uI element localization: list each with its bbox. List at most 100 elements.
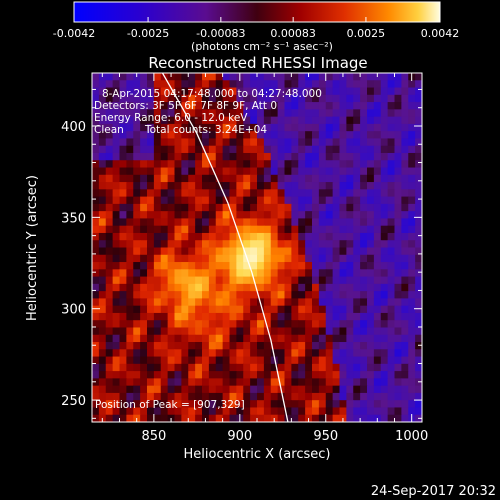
heatmap-cell [202,196,210,205]
heatmap-cell [373,378,382,387]
heatmap-cell [174,327,182,336]
heatmap-cell [291,342,299,350]
heatmap-cell [92,160,100,169]
heatmap-cell [367,392,375,401]
heatmap-cell [263,320,272,329]
heatmap-cell [360,174,368,183]
heatmap-cell [394,342,402,350]
heatmap-cell [318,414,327,422]
heatmap-cell [188,152,196,161]
heatmap-cell [174,94,182,103]
heatmap-cell [353,247,361,256]
heatmap-cell [291,123,299,132]
heatmap-cell [367,414,375,422]
heatmap-cell [92,218,100,227]
heatmap-cell [92,254,100,263]
heatmap-cell [133,182,141,190]
heatmap-cell [401,247,409,256]
heatmap-cell [270,211,279,220]
heatmap-cell [401,371,409,379]
heatmap-cell [415,225,422,234]
heatmap-cell [188,414,196,422]
heatmap-cell [353,349,361,358]
heatmap-cell [133,211,141,220]
heatmap-cell [229,371,237,379]
heatmap-cell [153,269,162,278]
heatmap-cell [222,392,231,401]
heatmap-cell [277,232,286,241]
heatmap-cell [270,232,279,241]
heatmap-cell [332,400,341,409]
heatmap-cell [263,378,272,387]
heatmap-cell [112,327,121,336]
heatmap-cell [167,400,176,409]
heatmap-cell [325,291,334,299]
heatmap-cell [387,363,396,372]
heatmap-cell [270,298,279,307]
heatmap-cell [119,123,127,132]
heatmap-cell [243,174,251,183]
heatmap-cell [119,262,127,270]
heatmap-cell [415,378,422,387]
heatmap-cell [325,152,334,161]
heatmap-cell [215,269,224,278]
heatmap-cell [298,254,306,263]
heatmap-cell [298,400,306,409]
heatmap-cell [202,131,210,140]
heatmap-cell [284,363,292,372]
heatmap-cell [98,378,107,387]
heatmap-cell [195,334,203,343]
heatmap-cell [181,276,189,285]
heatmap-cell [353,218,361,227]
heatmap-cell [332,262,341,270]
heatmap-cell [284,283,292,292]
heatmap-cell [373,218,382,227]
heatmap-cell [373,145,382,154]
heatmap-cell [346,167,354,176]
heatmap-cell [257,305,265,314]
heatmap-cell [263,94,272,103]
heatmap-cell [394,109,402,118]
heatmap-cell [332,196,341,205]
heatmap-cell [325,138,334,147]
heatmap-cell [298,87,306,96]
heatmap-cell [236,145,244,154]
heatmap-cell [153,262,162,270]
heatmap-cell [408,225,416,234]
heatmap-cell [195,160,203,169]
heatmap-cell [243,312,251,321]
heatmap-cell [312,327,320,336]
heatmap-cell [401,276,409,285]
heatmap-cell [373,269,382,278]
heatmap-cell [236,276,244,285]
heatmap-cell [387,87,396,96]
heatmap-cell [188,167,196,176]
heatmap-cell [367,283,375,292]
heatmap-cell [119,385,127,394]
heatmap-cell [408,291,416,299]
heatmap-cell [208,414,217,422]
heatmap-cell [325,363,334,372]
heatmap-cell [112,109,121,118]
heatmap-cell [312,196,320,205]
heatmap-cell [133,160,141,169]
heatmap-cell [188,269,196,278]
heatmap-cell [188,371,196,379]
heatmap-cell [387,414,396,422]
heatmap-cell [98,334,107,343]
heatmap-cell [174,305,182,314]
heatmap-cell [215,182,224,190]
heatmap-cell [408,334,416,343]
heatmap-cell [222,174,231,183]
heatmap-cell [332,298,341,307]
heatmap-cell [208,196,217,205]
heatmap-cell [195,167,203,176]
heatmap-cell [174,312,182,321]
heatmap-cell [394,276,402,285]
heatmap-cell [140,349,148,358]
heatmap-cell [360,94,368,103]
heatmap-cell [167,131,176,140]
heatmap-cell [367,94,375,103]
heatmap-cell [318,152,327,161]
heatmap-cell [346,109,354,118]
